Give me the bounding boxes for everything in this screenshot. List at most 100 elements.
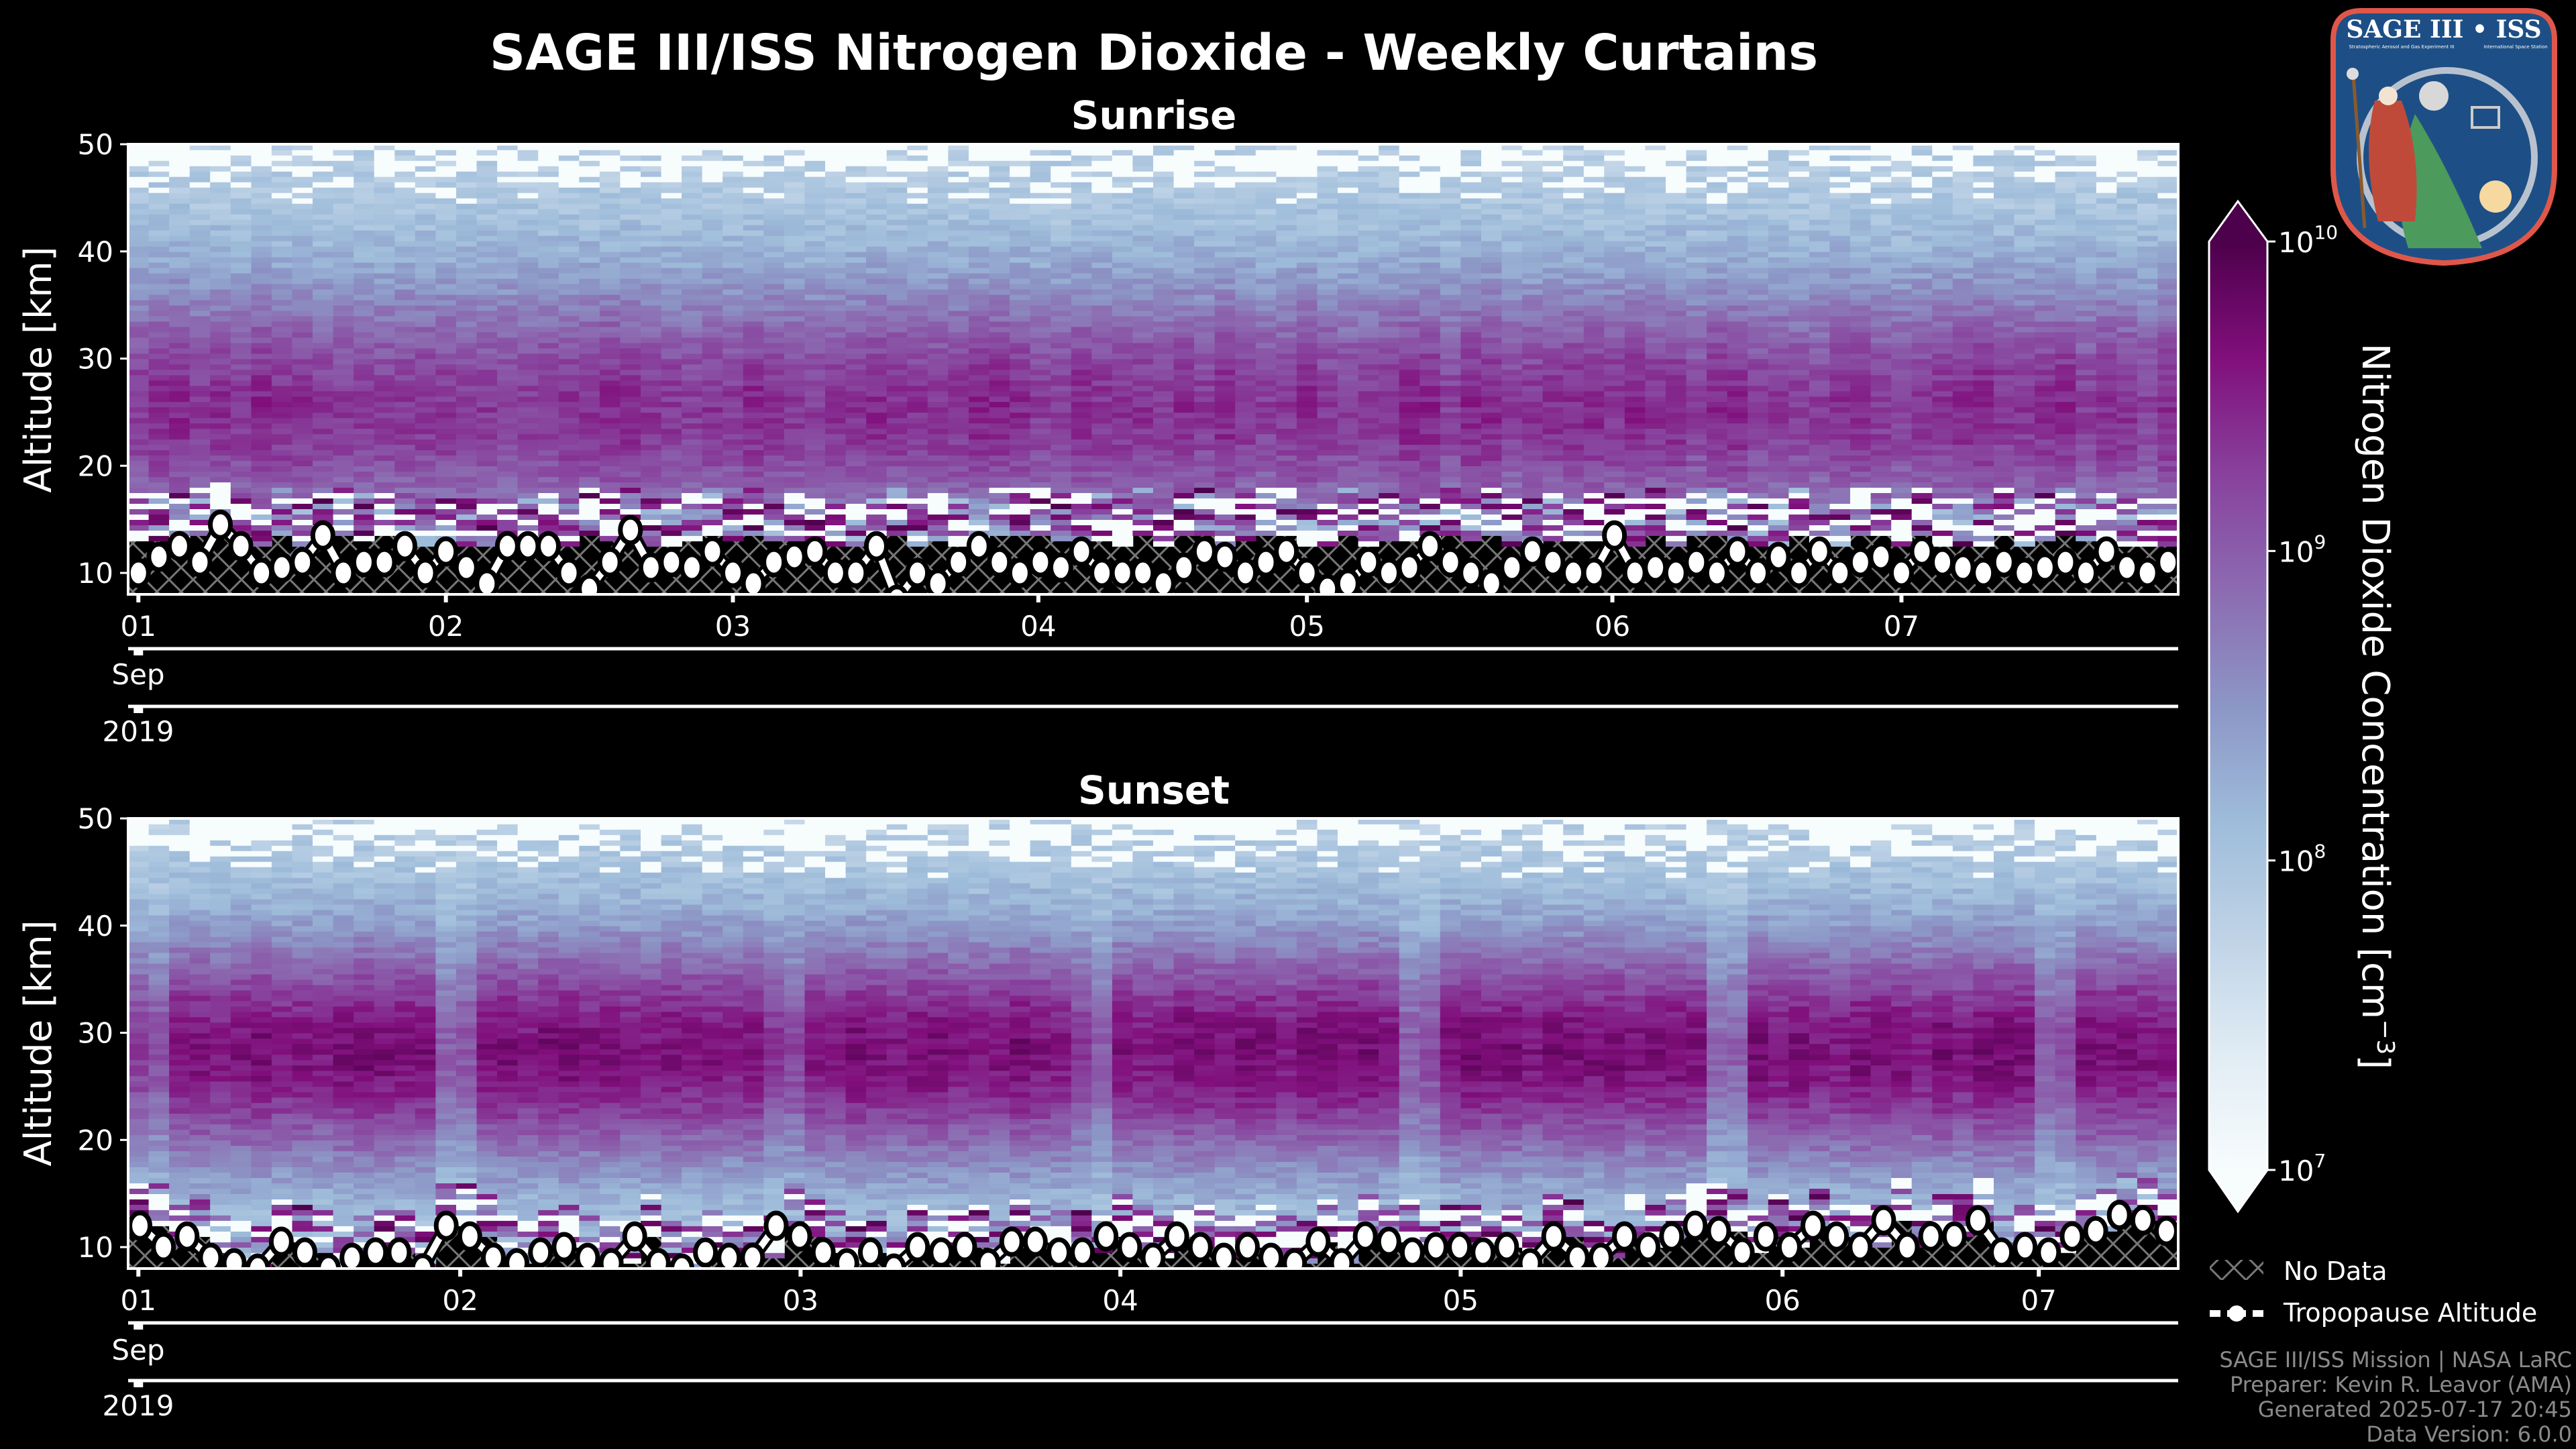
heatmap-cell [1419, 299, 1441, 306]
heatmap-cell [415, 525, 437, 531]
heatmap-cell [1214, 444, 1236, 451]
heatmap-cell [1173, 401, 1195, 408]
heatmap-cell [661, 321, 682, 327]
heatmap-cell [251, 321, 272, 327]
heatmap-cell [374, 176, 396, 182]
heatmap-cell [271, 417, 293, 424]
heatmap-cell [1255, 208, 1277, 215]
heatmap-cell [866, 374, 888, 381]
heatmap-cell [927, 519, 949, 525]
heatmap-cell [866, 240, 888, 247]
heatmap-cell [394, 401, 416, 408]
heatmap-cell [1091, 294, 1113, 301]
heatmap-cell [763, 337, 785, 343]
heatmap-cell [682, 256, 703, 263]
heatmap-cell [476, 305, 498, 311]
heatmap-cell [1214, 299, 1236, 306]
heatmap-cell [682, 229, 703, 236]
heatmap-cell [354, 181, 375, 188]
heatmap-cell [948, 186, 969, 193]
heatmap-cell [1317, 192, 1338, 199]
heatmap-cell [517, 492, 539, 498]
heatmap-cell [1010, 224, 1031, 231]
heatmap-cell [415, 192, 437, 199]
heatmap-cell [1296, 160, 1318, 166]
heatmap-cell [599, 213, 621, 220]
heatmap-cell [989, 396, 1010, 402]
heatmap-cell [497, 358, 519, 365]
heatmap-cell [743, 342, 765, 349]
heatmap-cell [1358, 433, 1379, 440]
heatmap-cell [784, 166, 806, 172]
heatmap-cell [1051, 535, 1072, 541]
heatmap-cell [169, 240, 191, 247]
heatmap-cell [415, 423, 437, 429]
heatmap-cell [1071, 407, 1093, 413]
heatmap-cell [661, 428, 682, 435]
heatmap-cell [354, 530, 375, 536]
heatmap-cell [497, 374, 519, 381]
heatmap-cell [1460, 369, 1482, 376]
heatmap-cell [825, 310, 847, 317]
heatmap-cell [456, 466, 478, 472]
heatmap-cell [1276, 423, 1297, 429]
heatmap-cell [1296, 401, 1318, 408]
heatmap-cell [456, 294, 478, 301]
heatmap-cell [1173, 299, 1195, 306]
heatmap-cell [128, 310, 150, 317]
heatmap-cell [599, 315, 621, 322]
heatmap-cell [907, 219, 928, 225]
heatmap-cell [271, 358, 293, 365]
heatmap-cell [251, 310, 272, 317]
heatmap-cell [128, 181, 150, 188]
heatmap-cell [394, 498, 416, 504]
heatmap-cell [210, 305, 231, 311]
heatmap-cell [1338, 385, 1359, 392]
heatmap-cell [1440, 213, 1462, 220]
heatmap-cell [1255, 144, 1277, 150]
heatmap-cell [661, 288, 682, 295]
heatmap-cell [1276, 272, 1297, 279]
heatmap-cell [374, 229, 396, 236]
heatmap-cell [251, 541, 272, 547]
heatmap-cell [128, 155, 150, 161]
heatmap-cell [927, 170, 949, 177]
heatmap-cell [189, 186, 211, 193]
heatmap-cell [497, 390, 519, 397]
heatmap-cell [1317, 433, 1338, 440]
heatmap-cell [1296, 208, 1318, 215]
heatmap-cell [784, 492, 806, 498]
heatmap-cell [1440, 347, 1462, 354]
heatmap-cell [189, 246, 211, 252]
heatmap-cell [435, 385, 457, 392]
heatmap-cell [845, 342, 867, 349]
heatmap-cell [641, 213, 662, 220]
heatmap-cell [456, 412, 478, 419]
heatmap-cell [661, 246, 682, 252]
heatmap-cell [763, 423, 785, 429]
heatmap-cell [1112, 283, 1134, 290]
heatmap-cell [1255, 423, 1277, 429]
heatmap-cell [927, 508, 949, 515]
heatmap-cell [169, 487, 191, 493]
heatmap-cell [1379, 155, 1400, 161]
heatmap-cell [702, 267, 724, 274]
heatmap-cell [1235, 213, 1256, 220]
heatmap-cell [661, 272, 682, 279]
heatmap-cell [251, 417, 272, 424]
heatmap-cell [682, 262, 703, 268]
heatmap-cell [1010, 476, 1031, 483]
heatmap-cell [1051, 508, 1072, 515]
heatmap-cell [661, 166, 682, 172]
heatmap-cell [661, 492, 682, 498]
heatmap-cell [354, 353, 375, 360]
heatmap-cell [763, 380, 785, 386]
heatmap-cell [1132, 525, 1154, 531]
heatmap-cell [1399, 519, 1421, 525]
heatmap-cell [169, 144, 191, 150]
heatmap-cell [1338, 176, 1359, 182]
heatmap-cell [1379, 310, 1400, 317]
heatmap-cell [907, 224, 928, 231]
heatmap-cell [1071, 278, 1093, 284]
heatmap-cell [866, 208, 888, 215]
